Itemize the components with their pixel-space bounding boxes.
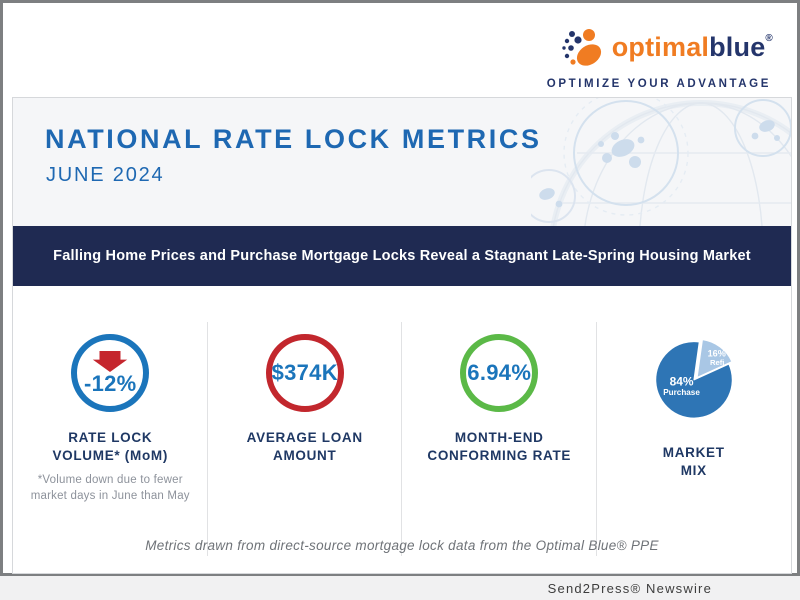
metric-label-line1: RATE LOCK xyxy=(68,430,153,445)
metric-footnote-line2: market days in June than May xyxy=(30,489,190,502)
metric-conforming-rate: 6.94% MONTH-END CONFORMING RATE xyxy=(402,286,597,556)
page-title: NATIONAL RATE LOCK METRICS xyxy=(45,124,542,154)
metric-footnote-line1: *Volume down due to fewer xyxy=(37,474,183,487)
metrics-row: -12% RATE LOCK VOLUME* (MoM) *Volume dow… xyxy=(13,286,792,556)
page-subtitle: JUNE 2024 xyxy=(46,164,165,186)
headline-banner: Falling Home Prices and Purchase Mortgag… xyxy=(13,226,791,286)
registered-mark: ® xyxy=(765,32,773,44)
pie-purchase-pct: 84% xyxy=(669,375,693,389)
brand-name: optimalblue® xyxy=(611,31,773,62)
pie-refi-pct: 16% xyxy=(707,348,725,358)
brand-block: optimalblue® OPTIMIZE YOUR ADVANTAGE xyxy=(547,25,773,90)
metric-value: -12% xyxy=(83,371,137,396)
down-arrow-icon xyxy=(93,351,128,372)
pie-slice-refi xyxy=(696,338,733,379)
metric-label-line2: VOLUME* (MoM) xyxy=(52,448,169,464)
pie-refi-label: Refi xyxy=(710,358,724,367)
metric-average-loan-amount: $374K AVERAGE LOAN AMOUNT xyxy=(208,286,403,556)
metric-label-line2: AMOUNT xyxy=(273,448,337,464)
headline-text: Falling Home Prices and Purchase Mortgag… xyxy=(53,248,751,264)
metric-ring: $374K xyxy=(265,334,344,412)
metric-label-line1: AVERAGE LOAN xyxy=(246,430,363,445)
pie-purchase-label: Purchase xyxy=(663,388,700,397)
press-image-frame: optimalblue® OPTIMIZE YOUR ADVANTAGE xyxy=(0,0,800,576)
brand-tagline: OPTIMIZE YOUR ADVANTAGE xyxy=(546,78,771,90)
card-header: NATIONAL RATE LOCK METRICS JUNE 2024 xyxy=(13,98,791,226)
pie-slice-purchase xyxy=(654,340,733,419)
metric-label-line1: MONTH-END xyxy=(454,430,544,445)
metric-footnote: *Volume down due to fewer market days in… xyxy=(31,473,190,504)
credit-bar: Send2Press® Newswire xyxy=(0,576,800,600)
metric-label: AVERAGE LOAN AMOUNT xyxy=(247,429,363,465)
metric-ring: -12% xyxy=(71,334,150,412)
metric-value: 6.94% xyxy=(467,360,532,385)
newswire-credit: Send2Press® Newswire xyxy=(547,580,712,596)
metric-label-line2: CONFORMING RATE xyxy=(427,448,572,464)
metric-label: RATE LOCK VOLUME* (MoM) xyxy=(52,429,168,465)
source-note: Metrics drawn from direct-source mortgag… xyxy=(145,538,659,553)
metric-label: MONTH-END CONFORMING RATE xyxy=(427,429,571,465)
market-mix-pie-chart: 16% Refi 84% Purchase xyxy=(645,330,743,427)
globe-decoration xyxy=(531,98,791,226)
brand-name-blue: blue xyxy=(709,31,766,62)
brand-name-optimal: optimal xyxy=(611,31,710,62)
metric-label-line1: MARKET xyxy=(662,445,725,460)
metric-rate-lock-volume: -12% RATE LOCK VOLUME* (MoM) *Volume dow… xyxy=(13,286,208,556)
optimal-blue-logo-icon xyxy=(562,29,601,66)
metric-market-mix: 16% Refi 84% Purchase MARKET MIX xyxy=(597,286,792,538)
infographic-card: NATIONAL RATE LOCK METRICS JUNE 2024 Fal… xyxy=(12,97,792,574)
metric-label: MARKET MIX xyxy=(663,444,725,480)
metric-ring: 6.94% xyxy=(460,334,539,412)
metric-label-line2: MIX xyxy=(680,463,707,479)
metric-value: $374K xyxy=(271,360,338,385)
